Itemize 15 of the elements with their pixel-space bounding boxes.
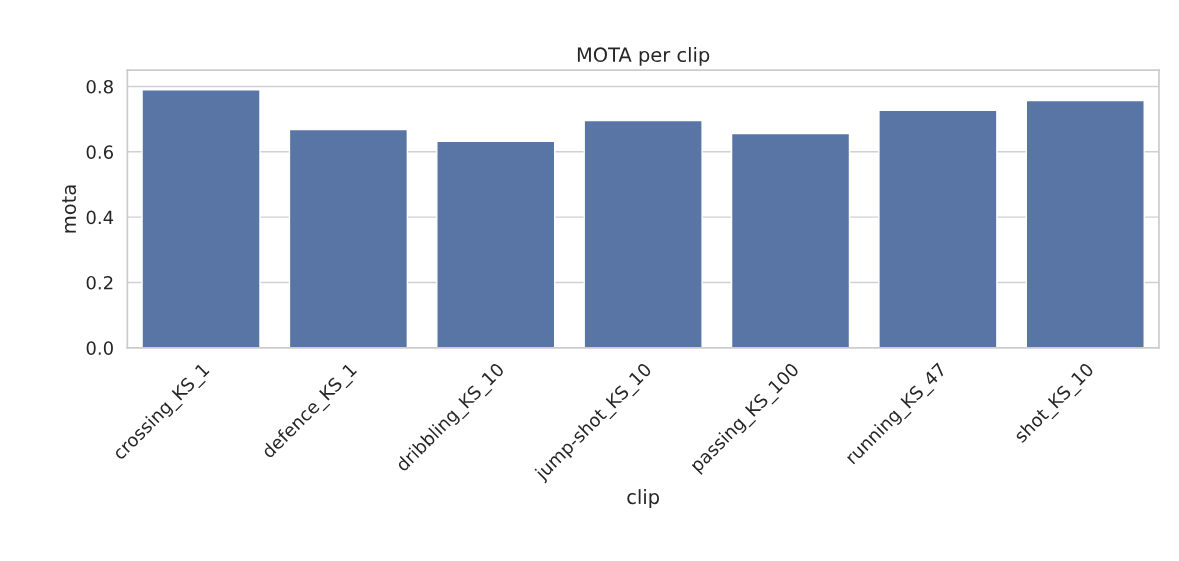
bar xyxy=(583,119,703,348)
y-tick-label: 0.2 xyxy=(86,275,113,290)
bar xyxy=(878,109,998,348)
bar xyxy=(288,128,409,348)
bar xyxy=(141,89,261,348)
chart-title: MOTA per clip xyxy=(577,47,710,66)
y-tick-label: 0.4 xyxy=(86,210,114,225)
bar xyxy=(730,132,851,348)
y-tick-label: 0.6 xyxy=(86,145,113,159)
y-tick-label: 0.8 xyxy=(86,79,113,94)
bar xyxy=(1025,99,1145,348)
y-tick-label: 0.0 xyxy=(86,341,113,355)
y-axis-title: mota xyxy=(62,185,77,233)
bar xyxy=(436,140,556,348)
x-axis-title: clip xyxy=(627,489,659,508)
